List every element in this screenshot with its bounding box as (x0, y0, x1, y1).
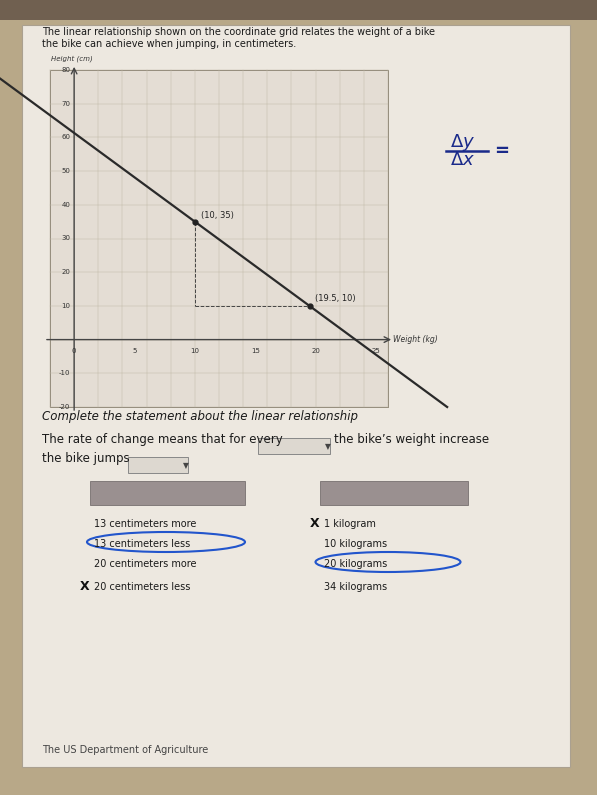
Text: (19.5, 10): (19.5, 10) (315, 294, 355, 303)
Text: 10 kilograms: 10 kilograms (324, 539, 387, 549)
FancyBboxPatch shape (320, 481, 468, 505)
Text: 20 centimeters less: 20 centimeters less (94, 582, 190, 592)
Text: 0: 0 (72, 347, 76, 354)
Text: The linear relationship shown on the coordinate grid relates the weight of a bik: The linear relationship shown on the coo… (42, 27, 435, 37)
FancyBboxPatch shape (128, 457, 188, 473)
Text: $\Delta x$: $\Delta x$ (450, 151, 475, 169)
Text: Complete the statement about the linear relationship: Complete the statement about the linear … (42, 410, 358, 423)
Text: 1 kilogram: 1 kilogram (324, 519, 376, 529)
FancyBboxPatch shape (22, 25, 570, 767)
Text: 20: 20 (311, 347, 320, 354)
Text: 50: 50 (61, 168, 70, 174)
Text: the bike can achieve when jumping, in centimeters.: the bike can achieve when jumping, in ce… (42, 39, 296, 49)
Text: 60: 60 (61, 134, 70, 141)
Text: 13 centimeters more: 13 centimeters more (94, 519, 196, 529)
Text: 25: 25 (371, 347, 380, 354)
FancyBboxPatch shape (0, 0, 597, 20)
Text: 13 centimeters less: 13 centimeters less (94, 539, 190, 549)
FancyBboxPatch shape (258, 438, 330, 454)
Text: The US Department of Agriculture: The US Department of Agriculture (42, 745, 208, 755)
Text: 70: 70 (61, 101, 70, 107)
Text: 20 centimeters more: 20 centimeters more (94, 559, 196, 569)
Text: =: = (494, 142, 509, 160)
Text: 80: 80 (61, 67, 70, 73)
Text: -20: -20 (59, 404, 70, 410)
Text: Height (cm): Height (cm) (51, 56, 93, 62)
Text: 30: 30 (61, 235, 70, 242)
Text: 5: 5 (133, 347, 137, 354)
Text: -10: -10 (59, 370, 70, 376)
Text: 20 kilograms: 20 kilograms (324, 559, 387, 569)
FancyBboxPatch shape (50, 70, 388, 407)
Text: 20: 20 (61, 270, 70, 275)
Text: X: X (80, 580, 90, 593)
Text: 34 kilograms: 34 kilograms (324, 582, 387, 592)
Text: 40: 40 (61, 202, 70, 207)
Text: X: X (310, 517, 319, 530)
Text: ▼: ▼ (183, 461, 189, 470)
Text: ▼: ▼ (325, 442, 331, 451)
Text: the bike jumps: the bike jumps (42, 452, 130, 465)
FancyBboxPatch shape (90, 481, 245, 505)
Text: 10: 10 (190, 347, 199, 354)
Text: 10: 10 (61, 303, 70, 309)
Text: the bike’s weight increase: the bike’s weight increase (334, 433, 489, 446)
Text: Weight (kg): Weight (kg) (393, 335, 438, 344)
Text: $\Delta y$: $\Delta y$ (450, 132, 475, 153)
Text: (10, 35): (10, 35) (201, 211, 234, 219)
Text: 15: 15 (251, 347, 260, 354)
Text: The rate of change means that for every: The rate of change means that for every (42, 433, 283, 446)
